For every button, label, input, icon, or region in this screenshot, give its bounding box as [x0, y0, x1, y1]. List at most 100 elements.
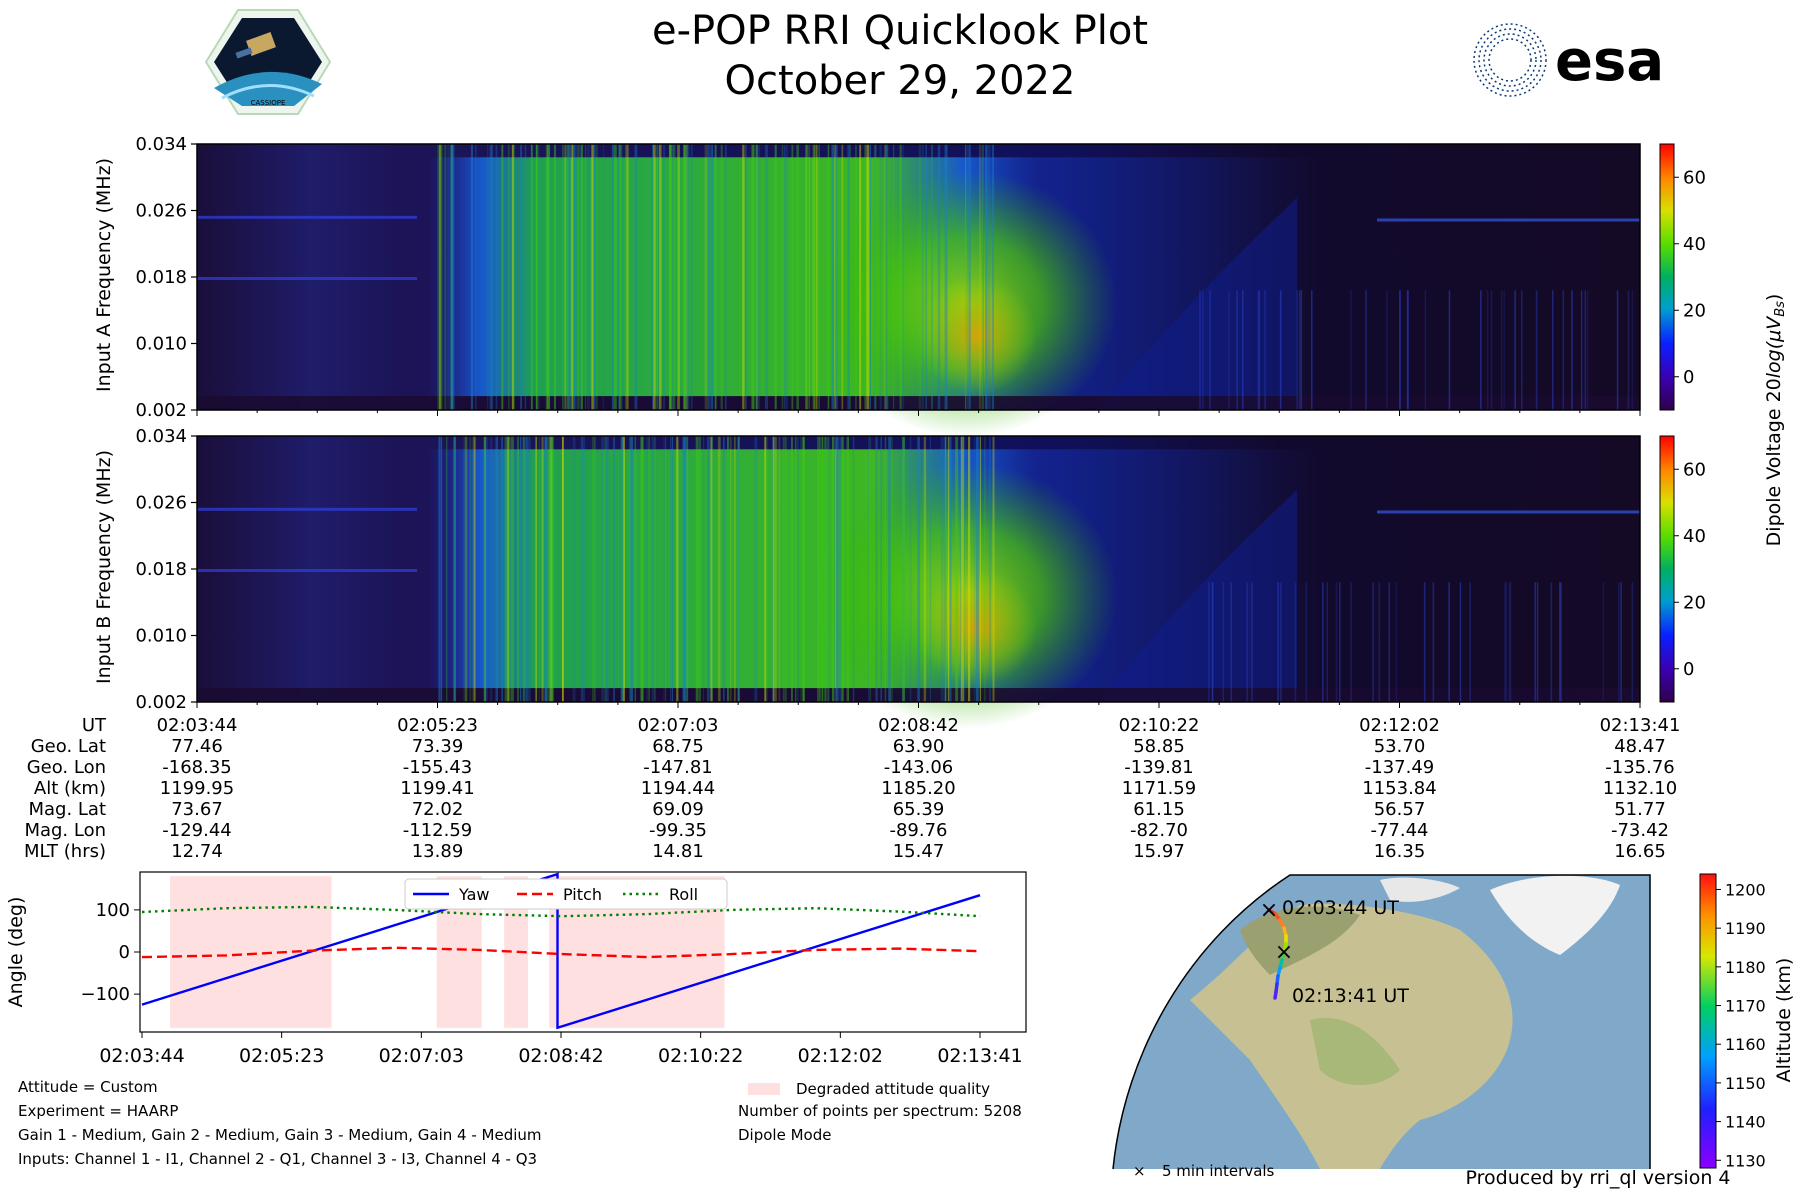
spectral-striation [1432, 582, 1434, 702]
spectral-striation [742, 144, 745, 410]
y-tick-label: 0.026 [135, 493, 187, 514]
spectral-striation [463, 436, 467, 702]
input-a-ylabel: Input A Frequency (MHz) [93, 158, 115, 392]
ephemeris-cell: 1194.44 [641, 778, 715, 799]
ephemeris-cell: -82.70 [1130, 820, 1188, 841]
x-tick-label: 02:07:03 [379, 1045, 464, 1067]
spectral-striation [944, 436, 947, 702]
y-tick-label: 0.034 [135, 134, 187, 155]
spectral-striation [549, 436, 551, 702]
ephemeris-cell: -147.81 [643, 757, 712, 778]
spectral-striation [507, 436, 509, 702]
legend-label: Pitch [563, 885, 602, 904]
spectral-striation [929, 436, 931, 702]
spectral-striation [690, 144, 693, 410]
ephemeris-row-label: Geo. Lat [31, 736, 106, 757]
spectrogram-panels: 0.0340.0260.0180.0100.00260402000.0340.0… [135, 134, 1706, 729]
colorbar-tick-label: 1160 [1725, 1035, 1766, 1054]
spectral-striation [520, 144, 523, 410]
spectral-striation [528, 436, 531, 702]
colorbar-tick-label: 1180 [1725, 958, 1766, 977]
ephemeris-cell: 16.65 [1614, 841, 1666, 862]
produced-by: Produced by rri_ql version 4 [1466, 1167, 1731, 1189]
spectral-striation [621, 436, 624, 702]
spectral-striation [593, 144, 596, 410]
spectral-striation [707, 144, 710, 410]
spectral-striation [1552, 290, 1554, 410]
spectral-striation [686, 436, 689, 702]
spectral-striation [545, 436, 548, 702]
ephemeris-cell: 15.47 [893, 841, 945, 862]
spectral-striation [764, 436, 767, 702]
ephemeris-cell: 1153.84 [1362, 778, 1436, 799]
ephemeris-row-label: Mag. Lat [28, 799, 106, 820]
spectral-striation [1322, 582, 1324, 702]
spectral-striation [778, 436, 781, 702]
spectral-striation [593, 436, 596, 702]
ephemeris-cell: -73.42 [1611, 820, 1669, 841]
spectral-striation [512, 144, 515, 410]
spectral-striation [550, 436, 553, 702]
spectral-striation [573, 144, 576, 410]
spectral-striation [576, 144, 580, 410]
spectral-striation [819, 436, 821, 702]
ephemeris-cell: 65.39 [893, 799, 945, 820]
colorbar-tick-label: 1170 [1725, 997, 1766, 1016]
ephemeris-cell: 12.74 [171, 841, 223, 862]
spectral-striation [441, 436, 443, 702]
inputs-info: Inputs: Channel 1 - I1, Channel 2 - Q1, … [18, 1150, 537, 1168]
ephemeris-row-label: Geo. Lon [27, 757, 106, 778]
emission-hotspot [917, 569, 1037, 687]
spectral-striation [453, 436, 456, 702]
spectral-striation [704, 144, 708, 410]
spectral-striation [965, 144, 967, 410]
angle-ylabel: Angle (deg) [5, 897, 27, 1008]
spectral-striation [683, 144, 686, 410]
spectral-striation [587, 144, 590, 410]
spectral-striation [1280, 582, 1282, 702]
colorbar-tick-label: 1140 [1725, 1113, 1766, 1132]
ephemeris-cell: 02:03:44 [157, 715, 238, 736]
spectral-striation [832, 436, 834, 702]
spectral-striation [836, 436, 839, 702]
colorbar-tick-label: 1150 [1725, 1074, 1766, 1093]
spectral-striation [888, 436, 892, 702]
map-greenland [1490, 875, 1620, 955]
spectral-striation [618, 144, 620, 410]
spectral-striation [979, 436, 981, 702]
spectral-striation [814, 144, 817, 410]
spectral-striation [1618, 582, 1620, 702]
ephemeris-cell: 1199.41 [400, 778, 474, 799]
spectral-striation [964, 436, 966, 702]
spectral-striation [834, 436, 837, 702]
y-tick-label: 0.034 [135, 426, 187, 447]
colorbar-tick-label: 60 [1683, 167, 1706, 188]
spectral-striation [1372, 582, 1374, 702]
spectral-striation [549, 436, 552, 702]
spectral-striation [1423, 582, 1426, 702]
spectral-striation [1296, 290, 1298, 410]
degraded-interval [170, 876, 332, 1028]
spectral-striation [902, 436, 906, 702]
spectral-striation [511, 144, 514, 410]
attitude-plot: 100 0 −100 Angle (deg) 02:03:44 02:05:23 02:07… [5, 871, 1027, 1067]
ephemeris-cell: 02:13:41 [1600, 715, 1681, 736]
spectral-striation [1509, 582, 1512, 702]
ephemeris-cell: 13.89 [412, 841, 464, 862]
interval-marker: × [1275, 940, 1293, 965]
ephemeris-cell: 56.57 [1374, 799, 1426, 820]
ephemeris-row-label: UT [82, 715, 107, 736]
y-tick-label: 0.002 [135, 692, 187, 713]
spectral-striation [992, 436, 995, 702]
ephemeris-cell: -99.35 [649, 820, 707, 841]
spectral-striation [960, 436, 964, 702]
spectral-striation [562, 436, 563, 702]
ephemeris-cell: -155.43 [403, 757, 472, 778]
spectral-striation [886, 144, 889, 410]
spectral-striation [868, 436, 869, 702]
spectral-striation [1407, 290, 1409, 410]
spectral-striation [1350, 290, 1352, 410]
ephemeris-cell: 61.15 [1133, 799, 1185, 820]
colorbar-tick-label: 1200 [1725, 880, 1766, 899]
interval-marker: × [1260, 898, 1278, 923]
